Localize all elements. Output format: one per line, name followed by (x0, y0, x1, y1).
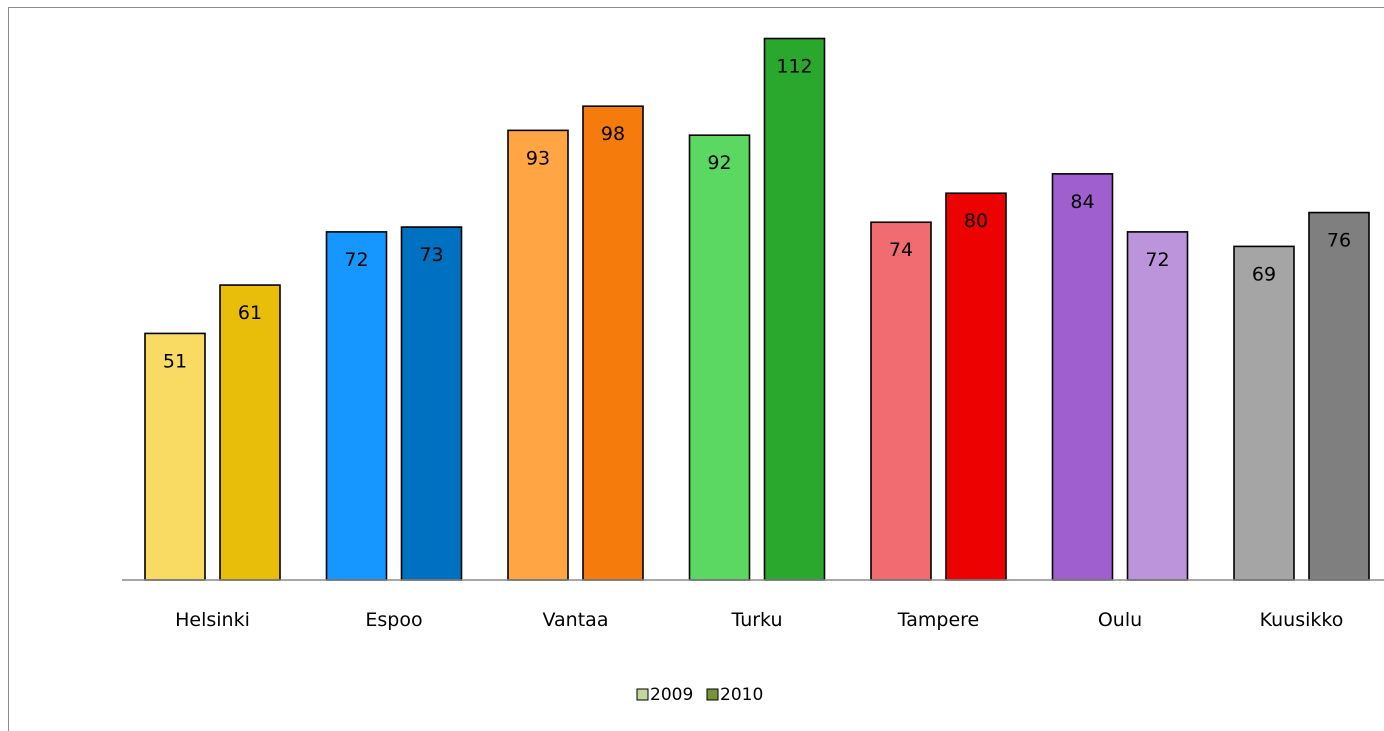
data-label: 61 (238, 302, 262, 324)
data-label: 69 (1252, 263, 1276, 285)
bars-layer (144, 37, 1370, 581)
legend-label-2009: 2009 (650, 685, 693, 705)
data-label: 92 (707, 152, 731, 174)
bar-vantaa-2009 (507, 129, 569, 581)
axis-layer: Helsinki Espoo Vantaa Turku Tampere Oulu Kuusi… (122, 579, 1384, 631)
data-label: 72 (344, 249, 368, 271)
x-tick-label: Turku (730, 609, 782, 631)
chart-frame (8, 7, 1384, 731)
bar-tampere-2010 (945, 192, 1007, 581)
data-label: 76 (1327, 230, 1351, 252)
bar-oulu-2010 (1126, 231, 1189, 581)
bar-vantaa-2010 (582, 105, 644, 581)
data-label: 72 (1145, 249, 1169, 271)
bar-tampere-2009 (870, 221, 932, 581)
data-label: 84 (1070, 191, 1094, 213)
bar-kuusikko-2009 (1233, 245, 1295, 581)
x-tick-label: Kuusikko (1260, 609, 1344, 631)
bar-helsinki-2010 (219, 284, 281, 581)
data-label: 80 (964, 210, 988, 232)
bar-espoo-2009 (325, 231, 388, 581)
legend-swatch-2010 (706, 688, 719, 701)
x-tick-label: Oulu (1098, 609, 1142, 631)
data-labels-layer: 51 61 72 73 93 98 92 112 74 80 84 72 69 76 (163, 56, 1351, 373)
legend-swatch-2009 (636, 688, 649, 701)
legend: 2009 2010 (636, 685, 763, 705)
bar-turku-2009 (688, 134, 751, 581)
bar-helsinki-2009 (144, 332, 206, 581)
data-label: 73 (419, 244, 443, 266)
data-label: 93 (526, 147, 550, 169)
x-tick-label: Tampere (897, 609, 979, 631)
x-tick-label: Helsinki (175, 609, 250, 631)
data-label: 112 (776, 56, 812, 78)
bar-kuusikko-2010 (1308, 211, 1370, 581)
x-tick-label: Espoo (365, 609, 422, 631)
legend-label-2010: 2010 (720, 685, 763, 705)
data-label: 51 (163, 350, 187, 372)
data-label: 98 (601, 123, 625, 145)
bar-oulu-2009 (1051, 173, 1114, 581)
data-label: 74 (889, 239, 913, 261)
bar-turku-2010 (763, 37, 826, 581)
bar-espoo-2010 (400, 226, 463, 581)
x-tick-label: Vantaa (543, 609, 609, 631)
